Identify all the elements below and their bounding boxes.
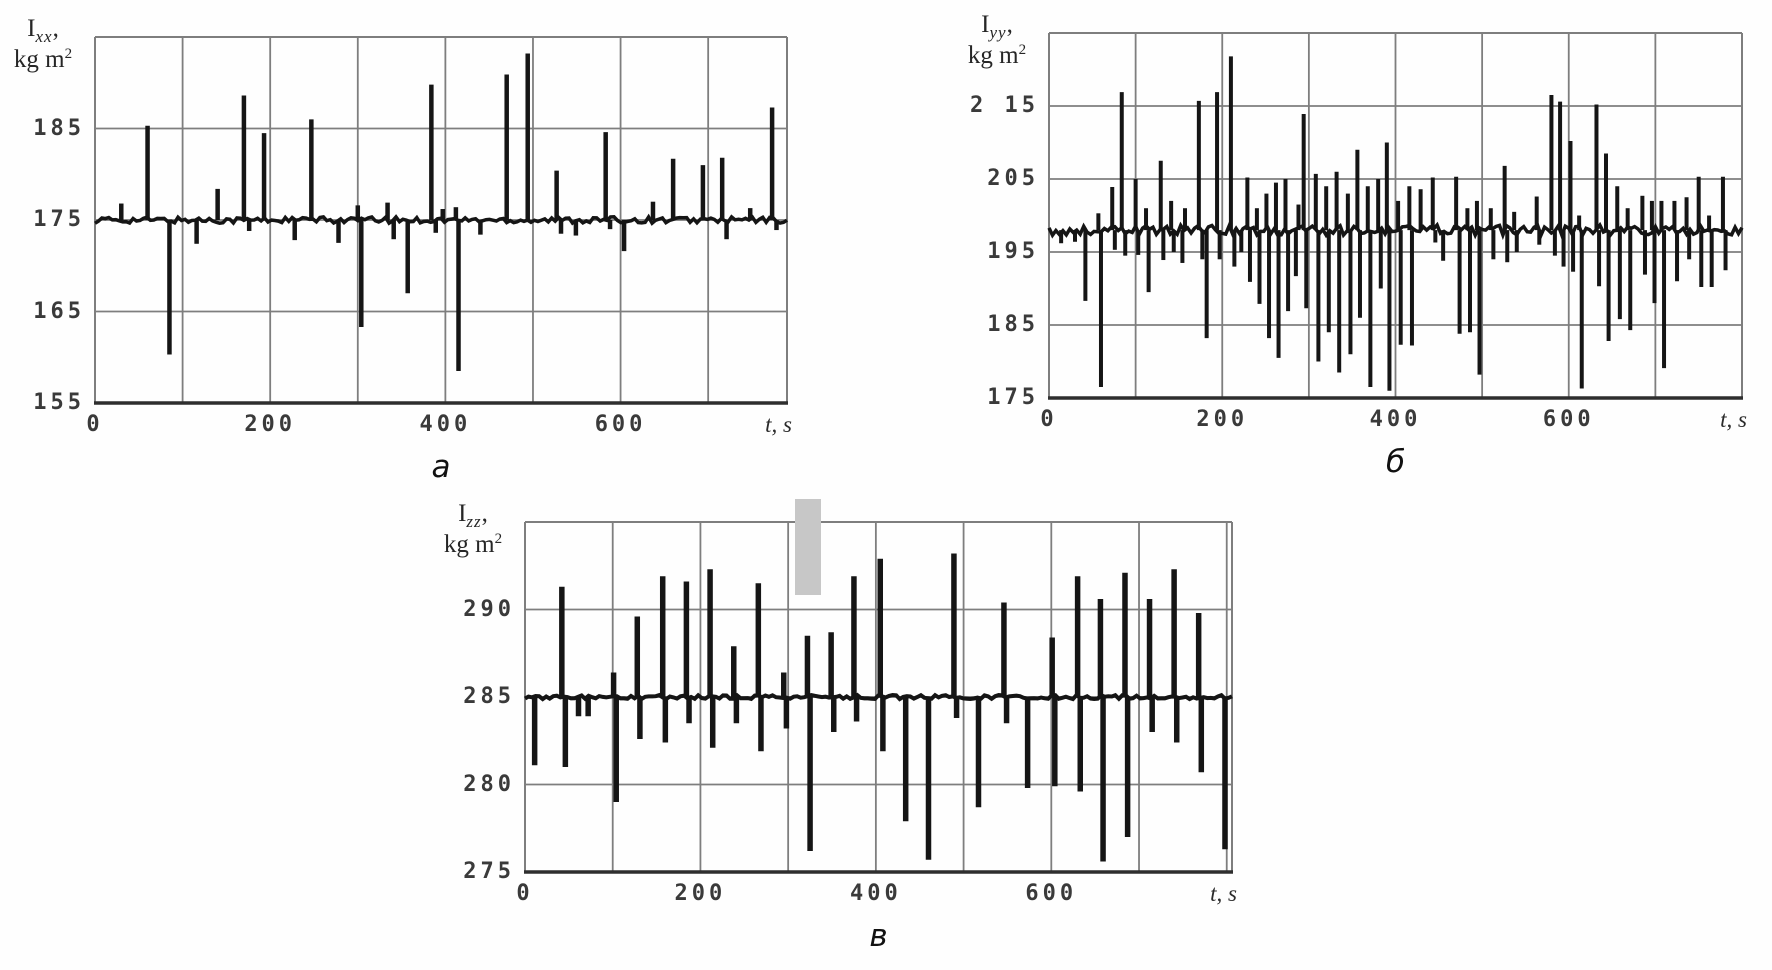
x-tick-label: 0 bbox=[516, 881, 534, 906]
baseline-series bbox=[524, 692, 1233, 702]
x-tick-label: 600 bbox=[1025, 881, 1078, 906]
chart-ixx-title: Ixx, kg m2 bbox=[0, 15, 91, 73]
y-tick-label: 185 bbox=[33, 115, 85, 141]
ixx-subscript: xx bbox=[35, 27, 53, 46]
chart-iyy-xaxis-label: t, s bbox=[1720, 407, 1747, 432]
iyy-comma: , bbox=[1006, 11, 1013, 38]
y-tick-label: 275 bbox=[463, 859, 515, 884]
x-tick-label: 600 bbox=[594, 412, 647, 437]
baseline-series bbox=[94, 213, 788, 226]
x-tick-label: 200 bbox=[674, 881, 727, 906]
ixx-symbol: I bbox=[27, 15, 36, 42]
chart-iyy-caption: б bbox=[1385, 444, 1406, 480]
x-tick-label: 0 bbox=[1040, 407, 1058, 432]
plot-area-v bbox=[524, 521, 1233, 874]
iyy-unit: kg m bbox=[967, 42, 1019, 70]
y-tick-label: 155 bbox=[33, 390, 85, 415]
iyy-subscript: yy bbox=[989, 23, 1007, 42]
x-tick-label: 0 bbox=[86, 412, 104, 437]
iyy-unit-exp: 2 bbox=[1018, 42, 1027, 59]
iyy-symbol: I bbox=[981, 11, 990, 38]
x-tick-label: 400 bbox=[849, 881, 902, 906]
y-tick-label: 195 bbox=[987, 239, 1039, 264]
ixx-unit: kg m bbox=[13, 46, 65, 74]
x-tick-label: 600 bbox=[1542, 407, 1595, 432]
chart-iyy-title: Iyy, kg m2 bbox=[949, 11, 1045, 69]
baseline-series bbox=[1047, 221, 1744, 241]
y-tick-label: 185 bbox=[987, 312, 1039, 337]
y-tick-label: 205 bbox=[987, 166, 1039, 191]
scan-artifact-gray-rectangle bbox=[795, 499, 821, 595]
x-tick-label: 400 bbox=[419, 412, 472, 437]
izz-comma: , bbox=[481, 500, 488, 527]
x-tick-label: 400 bbox=[1369, 407, 1422, 432]
plot-area-a bbox=[94, 36, 788, 405]
x-tick-label: 200 bbox=[1196, 407, 1249, 432]
ixx-unit-exp: 2 bbox=[64, 46, 73, 63]
y-tick-label: 2 15 bbox=[970, 93, 1039, 118]
x-tick-label: 200 bbox=[244, 412, 297, 437]
izz-unit: kg m bbox=[443, 531, 495, 559]
y-tick-label: 280 bbox=[463, 771, 515, 797]
izz-unit-exp: 2 bbox=[494, 531, 503, 548]
y-tick-label: 285 bbox=[463, 684, 515, 709]
chart-ixx-xaxis-label: t, s bbox=[765, 412, 792, 437]
ixx-comma: , bbox=[52, 15, 59, 42]
y-tick-label: 290 bbox=[463, 596, 515, 622]
chart-izz-caption: в bbox=[869, 918, 888, 954]
y-tick-label: 175 bbox=[987, 385, 1039, 410]
izz-subscript: zz bbox=[466, 512, 482, 531]
chart-izz-xaxis-label: t, s bbox=[1210, 881, 1237, 906]
izz-symbol: I bbox=[458, 500, 467, 527]
y-tick-label: 165 bbox=[33, 298, 85, 324]
chart-izz-title: Izz, kg m2 bbox=[425, 500, 521, 558]
plot-area-b bbox=[1047, 32, 1744, 400]
chart-ixx-caption: а bbox=[431, 449, 451, 485]
y-tick-label: 175 bbox=[33, 207, 85, 232]
